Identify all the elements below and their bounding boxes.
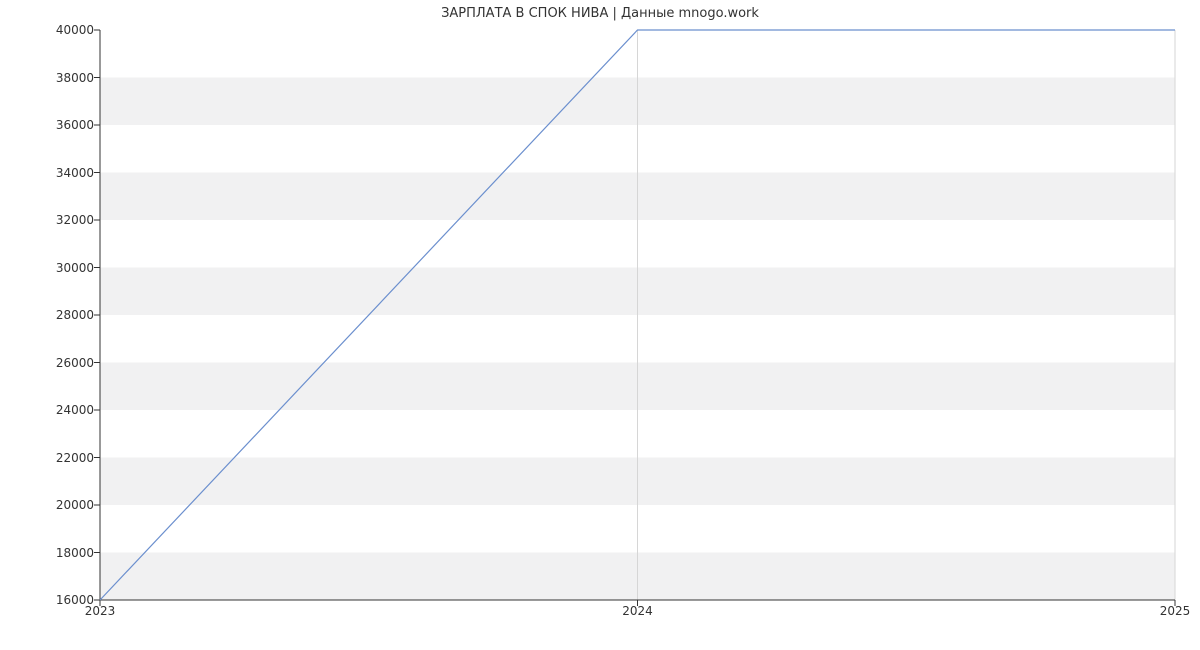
x-tick-label: 2023 xyxy=(85,604,116,618)
y-tick-label: 38000 xyxy=(34,71,94,85)
y-tick-label: 20000 xyxy=(34,498,94,512)
y-tick-label: 24000 xyxy=(34,403,94,417)
y-tick-label: 32000 xyxy=(34,213,94,227)
y-tick-label: 30000 xyxy=(34,261,94,275)
y-tick-label: 36000 xyxy=(34,118,94,132)
x-tick-label: 2024 xyxy=(622,604,653,618)
y-tick-label: 34000 xyxy=(34,166,94,180)
x-tick-label: 2025 xyxy=(1160,604,1191,618)
y-tick-label: 18000 xyxy=(34,546,94,560)
chart-title: ЗАРПЛАТА В СПОК НИВА | Данные mnogo.work xyxy=(0,6,1200,21)
y-tick-label: 22000 xyxy=(34,451,94,465)
plot-area xyxy=(100,30,1175,600)
y-tick-label: 26000 xyxy=(34,356,94,370)
y-tick-label: 40000 xyxy=(34,23,94,37)
y-tick-label: 28000 xyxy=(34,308,94,322)
chart-svg xyxy=(100,30,1175,600)
